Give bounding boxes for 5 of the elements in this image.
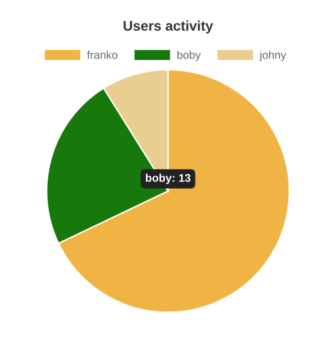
text: boby: 13	[146, 174, 190, 184]
legend-label: johny	[259, 50, 286, 62]
legend-label: franko	[87, 50, 118, 59]
chart-title: Users activity	[124, 20, 214, 34]
legend-label: boby	[177, 50, 201, 62]
